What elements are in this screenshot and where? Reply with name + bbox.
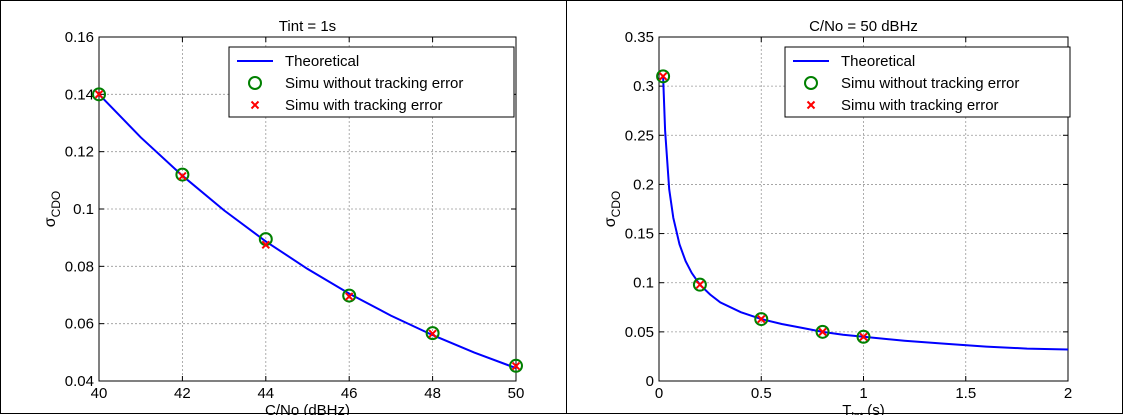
y-tick-label: 0.35 xyxy=(625,29,654,46)
y-tick-label: 0.1 xyxy=(73,201,94,218)
legend: Theoretical Simu without tracking error Si… xyxy=(784,46,1071,118)
x-axis-label-base: T xyxy=(842,402,851,415)
y-tick-label: 0.16 xyxy=(65,29,94,46)
simu-with-error-marker xyxy=(818,327,827,337)
simu-with-error-marker xyxy=(344,292,354,301)
legend: Theoretical Simu without tracking error Si… xyxy=(228,46,515,118)
simu-with-error-marker xyxy=(695,280,705,289)
y-tick-label: 0 xyxy=(646,373,654,390)
x-tick-label: 1.5 xyxy=(955,385,976,402)
x-tick-label: 42 xyxy=(174,385,191,402)
legend-x-symbol xyxy=(806,100,816,110)
x-tick-label: 0.5 xyxy=(751,385,772,402)
y-tick-label: 0.3 xyxy=(633,78,654,95)
right-chart: 0 0.5 1 1.5 2 0 0.05 0.1 0.15 0.2 0.25 0.3 0.35 C/No … xyxy=(602,18,1072,415)
simu-with-error-marker xyxy=(428,329,437,338)
theoretical-curve xyxy=(662,76,1069,351)
theoretical-curve xyxy=(98,93,517,370)
y-axis-label-base: σ xyxy=(42,217,59,227)
simu-with-error-marker xyxy=(658,72,668,81)
legend-label: Simu without tracking error xyxy=(841,75,1019,92)
simu-without-error-marker xyxy=(815,324,830,339)
x-tick-label: 40 xyxy=(91,385,108,402)
x-tick-label: 0 xyxy=(655,385,663,402)
x-axis-label-sub: int xyxy=(851,411,863,415)
y-tick-label: 0.08 xyxy=(65,258,94,275)
x-tick-label: 50 xyxy=(508,385,525,402)
x-tick-label: 1 xyxy=(859,385,867,402)
y-axis-label: σCDO xyxy=(602,191,623,228)
x-tick-label: 44 xyxy=(257,385,274,402)
y-tick-label: 0.25 xyxy=(625,127,654,144)
y-tick-label: 0.2 xyxy=(633,176,654,193)
legend-box xyxy=(784,46,1071,118)
legend-label: Simu without tracking error xyxy=(285,75,463,92)
x-axis-label-suffix: (s) xyxy=(863,402,885,415)
y-axis-label: σCDO xyxy=(42,191,63,228)
right-chart-panel: 0 0.5 1 1.5 2 0 0.05 0.1 0.15 0.2 0.25 0.3 0.35 C/No … xyxy=(566,0,1123,415)
simu-without-error-marker xyxy=(92,87,106,102)
simu-without-error-marker xyxy=(425,326,440,341)
y-tick-label: 0.05 xyxy=(625,324,654,341)
y-axis-label-base: σ xyxy=(602,217,619,227)
simu-with-error-marker xyxy=(859,332,868,341)
y-tick-label: 0.14 xyxy=(65,86,94,103)
y-tick-label: 0.12 xyxy=(65,144,94,161)
left-chart-panel: 40 42 44 46 48 50 0.04 0.06 0.08 0.1 0.12 0.14 0.16 T… xyxy=(0,0,567,415)
simu-without-error-marker xyxy=(692,277,707,292)
y-axis-label-sub: CDO xyxy=(49,191,63,218)
legend-label: Theoretical xyxy=(841,53,915,70)
simu-with-error-marker xyxy=(94,90,104,99)
y-tick-label: 0.04 xyxy=(65,373,94,390)
chart-title: Tint = 1s xyxy=(279,18,336,35)
legend-circle-symbol xyxy=(248,76,262,90)
simu-without-error-marker xyxy=(175,167,190,182)
legend-x-symbol xyxy=(250,100,260,110)
x-axis-label: C/No (dBHz) xyxy=(265,402,350,415)
simu-without-error-marker xyxy=(856,329,871,344)
simu-with-error-marker xyxy=(178,171,187,181)
x-tick-label: 46 xyxy=(341,385,358,402)
x-tick-label: 48 xyxy=(424,385,441,402)
simu-without-error-marker xyxy=(342,288,357,303)
y-tick-label: 0.06 xyxy=(65,316,94,333)
simu-without-error-marker xyxy=(754,312,769,327)
legend-circle-symbol xyxy=(804,76,818,90)
legend-label: Theoretical xyxy=(285,53,359,70)
x-tick-label: 2 xyxy=(1064,385,1072,402)
simu-with-error-marker xyxy=(511,361,521,371)
y-tick-label: 0.15 xyxy=(625,226,654,243)
left-chart: 40 42 44 46 48 50 0.04 0.06 0.08 0.1 0.12 0.14 0.16 T… xyxy=(42,18,525,415)
simu-with-error-marker xyxy=(261,240,271,250)
chart-title: C/No = 50 dBHz xyxy=(809,18,918,35)
legend-label: Simu with tracking error xyxy=(841,97,999,114)
legend-label: Simu with tracking error xyxy=(285,97,443,114)
x-axis-label: Tint (s) xyxy=(842,402,884,415)
simu-without-error-marker xyxy=(509,358,523,373)
simu-without-error-marker xyxy=(656,69,671,84)
y-tick-label: 0.1 xyxy=(633,275,654,292)
simu-with-error-marker xyxy=(757,314,766,324)
legend-box xyxy=(228,46,515,118)
y-axis-label-sub: CDO xyxy=(609,191,623,218)
